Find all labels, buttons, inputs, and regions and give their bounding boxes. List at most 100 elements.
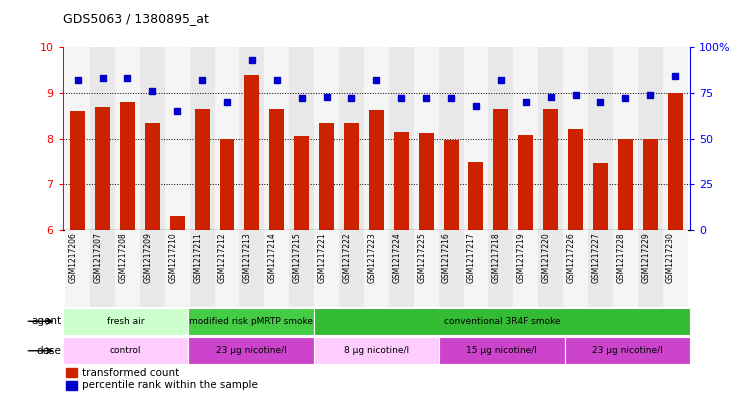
Bar (494, 109, 508, 393)
Bar (90, 47, 115, 230)
Text: 23 μg nicotine/l: 23 μg nicotine/l (215, 346, 286, 355)
Bar (190, 47, 215, 230)
Bar (638, 230, 663, 307)
Bar (389, 47, 414, 230)
Text: GSM1217209: GSM1217209 (143, 232, 152, 283)
Bar (314, 338, 439, 364)
Bar (215, 47, 239, 230)
Bar (344, 123, 359, 393)
Bar (444, 140, 458, 393)
Text: GSM1217219: GSM1217219 (517, 232, 525, 283)
Text: modified risk pMRTP smoke: modified risk pMRTP smoke (189, 317, 313, 326)
Bar (190, 230, 215, 307)
Bar (514, 230, 538, 307)
Text: percentile rank within the sample: percentile rank within the sample (82, 380, 258, 390)
Text: transformed count: transformed count (82, 367, 179, 378)
Text: GSM1217216: GSM1217216 (442, 232, 451, 283)
Bar (364, 47, 389, 230)
Text: GSM1217206: GSM1217206 (69, 232, 77, 283)
Text: GSM1217215: GSM1217215 (293, 232, 302, 283)
Text: GSM1217224: GSM1217224 (393, 232, 401, 283)
Text: dose: dose (36, 346, 61, 356)
Bar (538, 230, 563, 307)
Text: GSM1217211: GSM1217211 (193, 232, 202, 283)
Bar (593, 163, 608, 393)
Bar (563, 47, 588, 230)
Bar (618, 140, 632, 393)
Text: GSM1217230: GSM1217230 (666, 232, 675, 283)
Bar (120, 102, 135, 393)
Bar (215, 230, 239, 307)
Bar (469, 162, 483, 393)
Text: GSM1217207: GSM1217207 (94, 232, 103, 283)
Text: GDS5063 / 1380895_at: GDS5063 / 1380895_at (63, 12, 209, 25)
Bar (463, 230, 489, 307)
Bar (115, 47, 140, 230)
Bar (663, 230, 688, 307)
Text: GSM1217208: GSM1217208 (119, 232, 128, 283)
Text: GSM1217217: GSM1217217 (467, 232, 476, 283)
Text: GSM1217225: GSM1217225 (417, 232, 426, 283)
Text: GSM1217229: GSM1217229 (641, 232, 650, 283)
Bar (115, 230, 140, 307)
Bar (565, 338, 690, 364)
Bar (170, 216, 184, 393)
Bar (364, 230, 389, 307)
Text: GSM1217212: GSM1217212 (218, 232, 227, 283)
Bar (339, 230, 364, 307)
Bar (414, 47, 438, 230)
Text: GSM1217222: GSM1217222 (342, 232, 351, 283)
Bar (188, 308, 314, 334)
Bar (140, 47, 165, 230)
Text: GSM1217213: GSM1217213 (243, 232, 252, 283)
Bar (95, 107, 110, 393)
Bar (289, 47, 314, 230)
Bar (369, 110, 384, 393)
Bar (613, 230, 638, 307)
Text: 8 μg nicotine/l: 8 μg nicotine/l (344, 346, 409, 355)
Bar (643, 139, 658, 393)
Bar (394, 132, 409, 393)
Text: 15 μg nicotine/l: 15 μg nicotine/l (466, 346, 537, 355)
Bar (239, 47, 264, 230)
Bar (314, 308, 690, 334)
Bar (514, 47, 538, 230)
Bar (588, 230, 613, 307)
Text: 23 μg nicotine/l: 23 μg nicotine/l (592, 346, 663, 355)
Bar (188, 338, 314, 364)
Text: GSM1217226: GSM1217226 (567, 232, 576, 283)
Bar (489, 230, 514, 307)
Bar (195, 109, 210, 393)
Bar (588, 47, 613, 230)
Text: GSM1217227: GSM1217227 (591, 232, 601, 283)
Bar (613, 47, 638, 230)
Bar (239, 230, 264, 307)
Text: GSM1217218: GSM1217218 (492, 232, 501, 283)
Text: agent: agent (31, 316, 61, 326)
Bar (65, 230, 90, 307)
Text: control: control (110, 346, 141, 355)
Bar (264, 230, 289, 307)
Bar (668, 93, 683, 393)
Bar (543, 109, 558, 393)
Bar (314, 47, 339, 230)
Bar (65, 47, 90, 230)
Bar (389, 230, 414, 307)
Text: GSM1217223: GSM1217223 (368, 232, 376, 283)
Bar (339, 47, 364, 230)
Bar (319, 123, 334, 393)
Bar (269, 109, 284, 393)
Bar (463, 47, 489, 230)
Bar (568, 129, 583, 393)
Bar (63, 338, 188, 364)
Bar (638, 47, 663, 230)
Bar (66, 368, 77, 377)
Bar (264, 47, 289, 230)
Bar (438, 47, 463, 230)
Bar (70, 111, 85, 393)
Bar (145, 123, 160, 393)
Bar (518, 135, 533, 393)
Text: fresh air: fresh air (107, 317, 144, 326)
Bar (90, 230, 115, 307)
Bar (439, 338, 565, 364)
